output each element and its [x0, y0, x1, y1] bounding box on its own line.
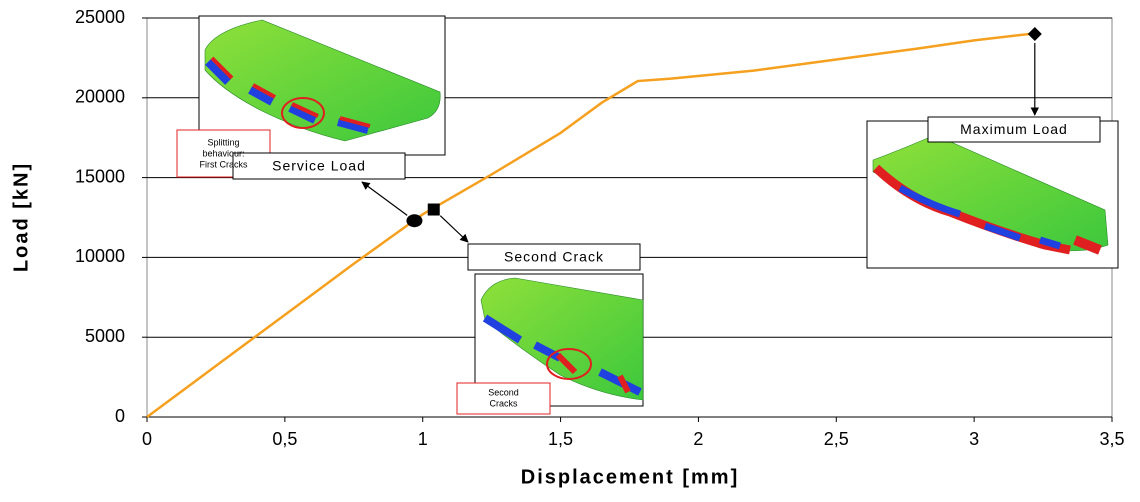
annotation-label: Maximum Load [960, 121, 1068, 137]
x-tick-label: 1,5 [548, 429, 573, 449]
x-tick-label: 2,5 [824, 429, 849, 449]
y-axis-title: Load [kN] [10, 162, 32, 272]
x-tick-label: 3 [969, 429, 979, 449]
inset-caption: Splitting [207, 137, 239, 147]
point-marker [1028, 27, 1042, 41]
annotation-arrow [440, 216, 468, 242]
y-tick-label: 15000 [75, 166, 125, 186]
y-tick-label: 20000 [75, 87, 125, 107]
inset-caption: First Cracks [200, 159, 248, 169]
y-tick-label: 10000 [75, 246, 125, 266]
inset-caption: behaviour: [202, 148, 244, 158]
point-marker [406, 214, 422, 227]
chart: 0 5000 10000 15000 20000 25000 0 0,5 1 1,5 2 2,5 3 3,… [0, 0, 1140, 502]
y-tick-label: 0 [115, 406, 125, 426]
x-tick-label: 3,5 [1099, 429, 1124, 449]
x-tick-label: 0 [142, 429, 152, 449]
x-tick-label: 2 [693, 429, 703, 449]
inset-image [457, 274, 643, 414]
annotation-label: Service Load [272, 158, 366, 174]
inset-caption: Cracks [489, 398, 518, 408]
annotation-arrow [362, 182, 407, 215]
y-tick-label: 5000 [85, 326, 125, 346]
y-tick-label: 25000 [75, 7, 125, 27]
annotation-label: Second Crack [504, 249, 604, 265]
point-marker [428, 204, 440, 216]
inset-caption: Second [488, 387, 519, 397]
x-tick-label: 1 [418, 429, 428, 449]
inset-image [867, 121, 1118, 268]
x-axis-title: Displacement [mm] [521, 466, 740, 488]
x-tick-label: 0,5 [272, 429, 297, 449]
